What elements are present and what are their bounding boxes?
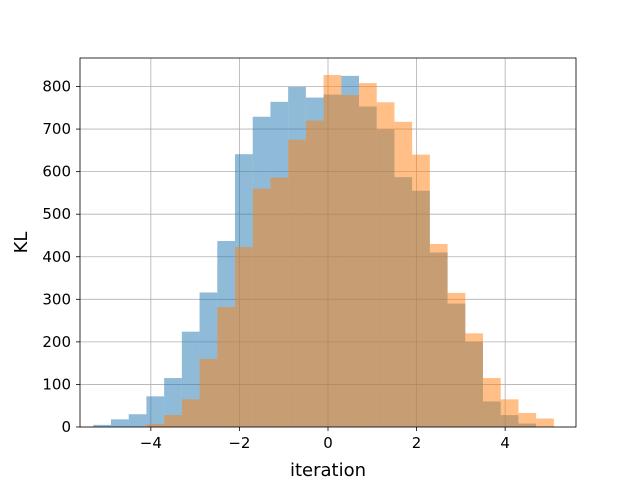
x-tick-label: −4 — [140, 434, 162, 452]
histogram-bar — [111, 419, 129, 427]
y-tick-label: 200 — [42, 333, 71, 351]
histogram-bar — [217, 306, 235, 427]
histogram-bar — [394, 121, 413, 428]
series-2-bars — [146, 75, 554, 428]
y-axis-ticks: 0 100 200 300 400 500 600 700 800 — [42, 78, 80, 436]
histogram-bar — [146, 424, 165, 427]
histogram-bar — [252, 188, 271, 427]
histogram-bar — [376, 102, 395, 428]
histogram-bar — [447, 292, 466, 427]
histogram-bar — [164, 415, 182, 427]
x-tick-label: −2 — [228, 434, 250, 452]
histogram-bars — [93, 75, 554, 428]
x-axis-label: iteration — [290, 460, 366, 480]
histogram-bar — [536, 418, 554, 427]
histogram-bar — [305, 120, 324, 427]
y-tick-label: 400 — [42, 248, 71, 266]
y-tick-label: 0 — [61, 418, 71, 436]
x-tick-label: 4 — [500, 434, 510, 452]
histogram-bar — [483, 378, 501, 427]
x-tick-label: 0 — [323, 434, 333, 452]
histogram-bar — [146, 396, 165, 427]
x-axis-ticks: −4 −2 0 2 4 — [140, 427, 510, 452]
histogram-bar — [128, 414, 147, 427]
histogram-bar — [181, 399, 200, 427]
histogram-bar — [323, 75, 342, 427]
histogram-bar — [518, 412, 537, 427]
histogram-bar — [288, 139, 306, 428]
histogram-bar — [359, 83, 377, 428]
histogram-bar — [93, 424, 111, 427]
histogram-bar — [465, 333, 483, 427]
y-tick-label: 700 — [42, 120, 71, 138]
y-axis-label: KL — [11, 232, 32, 254]
histogram-bar — [199, 358, 218, 427]
y-tick-label: 300 — [42, 290, 71, 308]
histogram-bar — [164, 378, 182, 427]
histogram-bar — [235, 246, 253, 427]
y-tick-label: 800 — [42, 78, 71, 96]
histogram-bar — [270, 177, 289, 427]
x-tick-label: 2 — [412, 434, 422, 452]
histogram-bar — [500, 399, 519, 427]
y-tick-label: 500 — [42, 205, 71, 223]
histogram-bar — [341, 95, 359, 427]
y-tick-label: 600 — [42, 163, 71, 181]
histogram-bar — [429, 243, 448, 427]
histogram-bar — [412, 154, 430, 427]
y-tick-label: 100 — [42, 375, 71, 393]
